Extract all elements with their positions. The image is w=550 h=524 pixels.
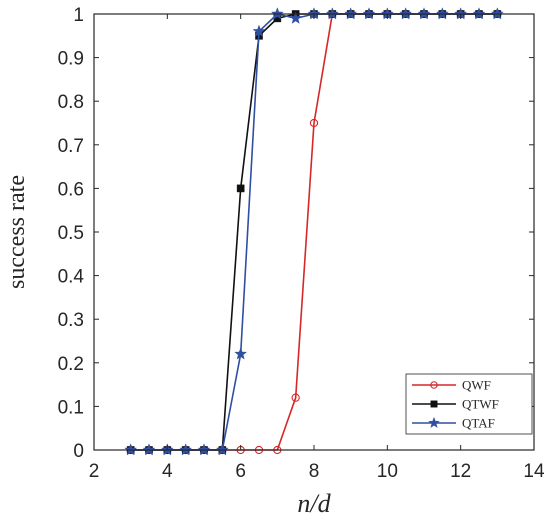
legend: QWF QTWF QTAF (405, 373, 533, 435)
y-tick-label: 0.2 (58, 354, 84, 375)
y-tick-label: 0.7 (58, 136, 84, 157)
x-tick-label: 12 (450, 461, 471, 482)
x-tick-label: 8 (309, 461, 320, 482)
data-point-qtaf (289, 11, 303, 24)
data-point-qwf (291, 393, 300, 402)
legend-marker-qwf (430, 381, 438, 389)
y-tick-label: 1 (73, 5, 84, 26)
x-axis-label: n/d (297, 489, 331, 518)
legend-item-qtwf: QTWF (412, 397, 499, 412)
y-tick-label: 0.4 (58, 267, 85, 288)
y-axis-label: success rate (4, 175, 30, 289)
data-point-qtaf (234, 347, 248, 360)
legend-label-qwf: QWF (462, 378, 491, 393)
data-point-qwf (309, 118, 319, 128)
legend-marker-qtaf (428, 416, 440, 428)
legend-label-qtwf: QTWF (462, 397, 499, 412)
y-tick-label: 0.9 (58, 49, 84, 70)
legend-marker-qtwf (430, 400, 438, 408)
x-tick-label: 4 (162, 461, 173, 482)
y-tick-label: 0.8 (58, 92, 84, 113)
legend-item-qtaf: QTAF (412, 416, 495, 431)
data-point-qtwf (236, 184, 245, 193)
y-tick-label: 0.5 (58, 223, 84, 244)
y-tick-label: 0 (73, 441, 84, 462)
legend-label-qtaf: QTAF (462, 416, 495, 431)
y-tick-label: 0.3 (58, 310, 84, 331)
x-tick-label: 2 (89, 461, 100, 482)
y-tick-label: 0.6 (58, 179, 84, 200)
x-tick-label: 6 (235, 461, 246, 482)
data-point-qtaf (252, 24, 266, 37)
x-tick-label: 10 (377, 461, 398, 482)
ticks-layer: 2 4 6 8 10 12 14 0 0.1 0.2 0.3 0.4 0.5 0.6 0.7 0.8 0.9 1 (58, 5, 545, 482)
legend-item-qwf: QWF (412, 378, 491, 393)
x-tick-label: 14 (523, 461, 545, 482)
y-tick-label: 0.1 (58, 397, 84, 418)
